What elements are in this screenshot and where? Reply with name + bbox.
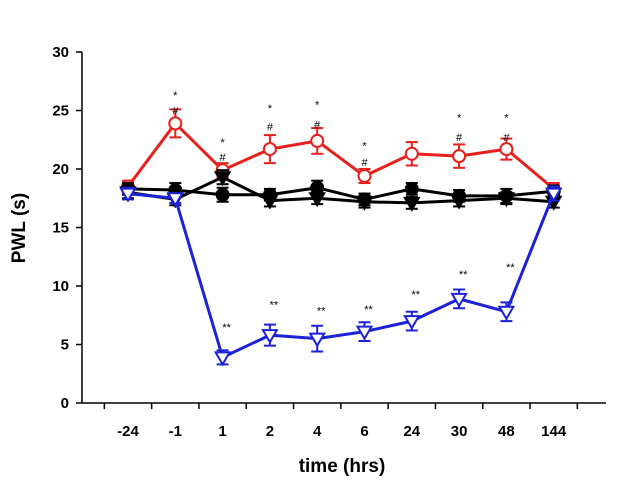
x-axis-title: time (hrs) <box>299 456 386 477</box>
data-point <box>403 315 421 331</box>
significance-annotation: ** <box>364 304 373 316</box>
x-tick-label: 144 <box>541 423 567 440</box>
significance-annotation: # <box>267 122 274 134</box>
data-point <box>262 142 277 157</box>
data-point <box>404 146 419 161</box>
significance-annotation: * <box>268 103 273 115</box>
significance-annotation: * <box>173 90 178 102</box>
series-line <box>127 175 554 205</box>
data-point <box>310 133 325 148</box>
data-point <box>404 181 419 196</box>
data-point <box>119 187 137 203</box>
x-tick-label: 30 <box>451 423 468 440</box>
significance-annotation: * <box>504 112 509 124</box>
significance-annotation: ** <box>222 322 231 334</box>
y-axis-title: PWL (s) <box>9 193 30 263</box>
series-line <box>127 186 554 201</box>
y-tick-label: 20 <box>52 161 69 178</box>
significance-annotation: # <box>220 152 227 164</box>
data-point <box>215 187 230 202</box>
x-tick-label: 48 <box>498 423 515 440</box>
significance-annotation: ** <box>270 300 279 312</box>
significance-annotation: * <box>457 112 462 124</box>
series-line <box>127 192 556 359</box>
x-tick-label: 24 <box>403 423 420 440</box>
y-tick-label: 15 <box>52 220 69 237</box>
significance-annotation: ** <box>506 262 515 274</box>
data-point <box>308 192 326 208</box>
y-tick-label: 25 <box>52 103 69 120</box>
data-point <box>308 332 326 348</box>
x-tick-label: 4 <box>313 423 322 440</box>
y-tick-label: 10 <box>52 278 69 295</box>
y-tick-label: 30 <box>52 44 69 61</box>
x-tick-label: 6 <box>360 423 368 440</box>
significance-annotation: # <box>172 105 179 117</box>
data-point <box>499 142 514 157</box>
x-tick-label: 2 <box>266 423 274 440</box>
data-point <box>261 329 279 345</box>
data-point <box>355 195 374 211</box>
significance-annotation: * <box>220 137 225 149</box>
data-point <box>544 187 563 203</box>
series-line <box>126 121 555 191</box>
y-tick-label: 0 <box>61 395 69 412</box>
significance-annotation: * <box>362 140 367 152</box>
significance-annotation: # <box>456 132 463 144</box>
data-point <box>450 292 468 308</box>
data-point <box>355 325 374 341</box>
data-point <box>497 192 516 208</box>
data-point <box>357 169 372 184</box>
data-point <box>168 116 183 131</box>
significance-annotation: ** <box>412 289 421 301</box>
significance-annotation: # <box>314 119 321 131</box>
significance-annotation: * <box>315 99 320 111</box>
data-point <box>166 192 185 208</box>
data-point <box>213 171 232 187</box>
significance-annotation: # <box>503 132 510 144</box>
series-1 <box>121 108 561 196</box>
series-layer <box>119 108 563 367</box>
data-point <box>213 351 232 367</box>
y-tick-label: 5 <box>61 337 69 354</box>
series-4 <box>119 185 563 367</box>
data-point <box>261 194 279 210</box>
data-point <box>450 194 468 210</box>
x-tick-label: -24 <box>117 423 139 440</box>
significance-annotation: ** <box>459 269 468 281</box>
data-point <box>497 305 516 321</box>
x-tick-label: 1 <box>218 423 226 440</box>
x-tick-label: -1 <box>169 423 182 440</box>
significance-annotation: ** <box>317 305 326 317</box>
significance-annotation: # <box>361 157 368 169</box>
data-point <box>452 149 467 164</box>
data-point <box>403 196 421 212</box>
annotation-layer: * # * # * # * # * # * # * # ** ** ** ** ** ** ** <box>172 90 515 334</box>
